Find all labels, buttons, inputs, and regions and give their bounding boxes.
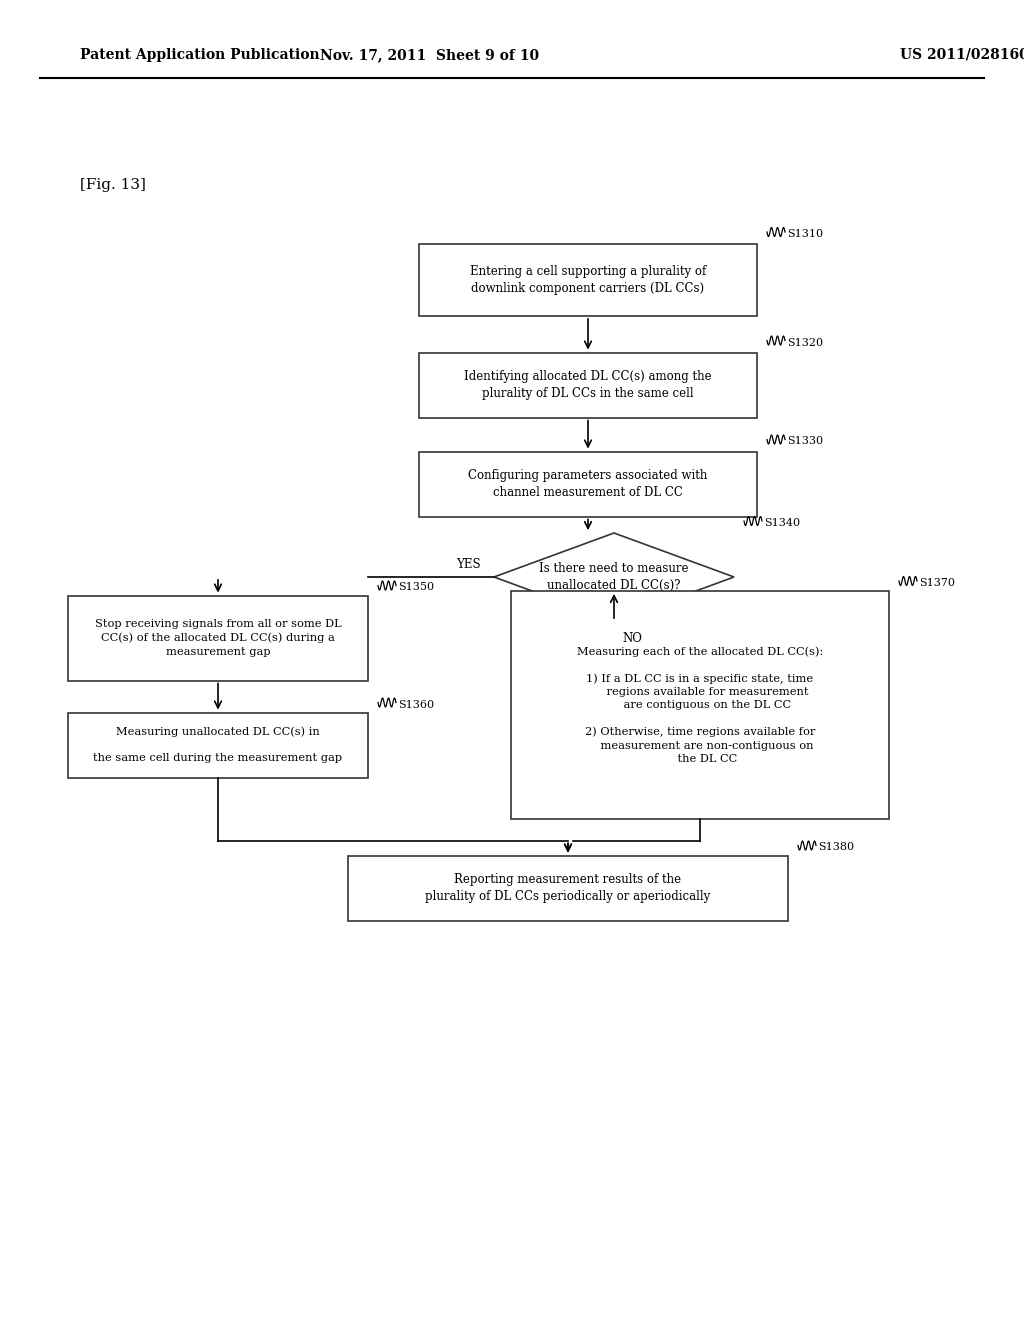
Text: Stop receiving signals from all or some DL
CC(s) of the allocated DL CC(s) durin: Stop receiving signals from all or some … xyxy=(94,619,341,656)
Text: Identifying allocated DL CC(s) among the
plurality of DL CCs in the same cell: Identifying allocated DL CC(s) among the… xyxy=(464,370,712,400)
Bar xyxy=(511,591,889,818)
Text: Reporting measurement results of the
plurality of DL CCs periodically or aperiod: Reporting measurement results of the plu… xyxy=(425,873,711,903)
Text: NO: NO xyxy=(622,632,642,645)
Bar xyxy=(419,352,757,417)
Text: Configuring parameters associated with
channel measurement of DL CC: Configuring parameters associated with c… xyxy=(468,469,708,499)
Bar xyxy=(348,855,788,920)
Bar xyxy=(68,595,368,681)
Text: S1320: S1320 xyxy=(787,338,823,347)
Text: Entering a cell supporting a plurality of
downlink component carriers (DL CCs): Entering a cell supporting a plurality o… xyxy=(470,265,707,294)
Bar xyxy=(68,713,368,777)
Text: YES: YES xyxy=(456,558,480,572)
Text: Patent Application Publication: Patent Application Publication xyxy=(80,48,319,62)
Polygon shape xyxy=(494,533,734,620)
Text: Measuring unallocated DL CC(s) in: Measuring unallocated DL CC(s) in xyxy=(116,727,319,738)
Text: S1380: S1380 xyxy=(818,842,854,853)
Text: S1370: S1370 xyxy=(919,578,955,587)
Text: S1350: S1350 xyxy=(398,582,434,593)
Text: S1330: S1330 xyxy=(787,437,823,446)
Text: the same cell during the measurement gap: the same cell during the measurement gap xyxy=(93,752,343,763)
Text: Measuring each of the allocated DL CC(s):

1) If a DL CC is in a specific state,: Measuring each of the allocated DL CC(s)… xyxy=(577,645,823,764)
Text: [Fig. 13]: [Fig. 13] xyxy=(80,178,145,191)
Bar xyxy=(419,244,757,315)
Text: Is there need to measure
unallocated DL CC(s)?: Is there need to measure unallocated DL … xyxy=(540,562,689,591)
Bar xyxy=(419,451,757,516)
Text: S1310: S1310 xyxy=(787,228,823,239)
Text: S1360: S1360 xyxy=(398,700,434,710)
Text: US 2011/0281601 A1: US 2011/0281601 A1 xyxy=(900,48,1024,62)
Text: S1340: S1340 xyxy=(764,517,800,528)
Text: Nov. 17, 2011  Sheet 9 of 10: Nov. 17, 2011 Sheet 9 of 10 xyxy=(321,48,540,62)
